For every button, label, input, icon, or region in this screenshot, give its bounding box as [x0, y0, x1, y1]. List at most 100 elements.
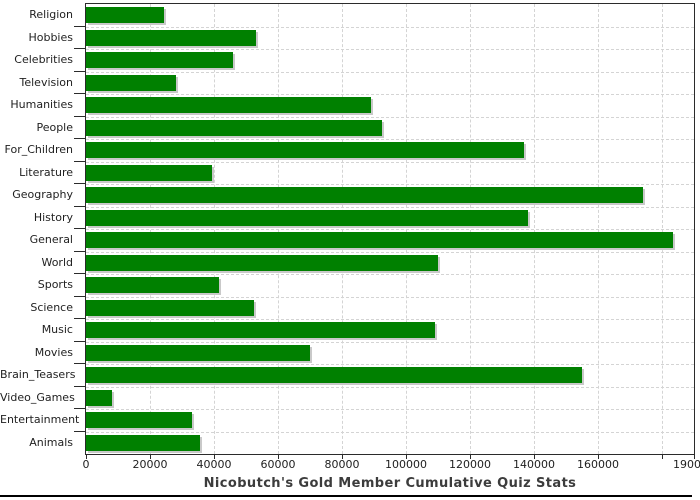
plot-area [85, 3, 695, 455]
horizontal-gridline [86, 184, 694, 185]
bar-television [86, 74, 176, 91]
bar-religion [86, 7, 165, 23]
x-tick-label: 40000 [196, 458, 232, 471]
x-axis-tick [694, 454, 695, 459]
horizontal-gridline [86, 409, 694, 410]
category-label: Television [19, 75, 74, 89]
horizontal-gridline [86, 94, 694, 95]
x-tick-label: 80000 [324, 458, 360, 471]
x-axis-tick [598, 454, 599, 459]
category-label: Entertainment [0, 413, 80, 426]
y-axis-labels: Religion Hobbies Celebrities Television Huma… [0, 3, 79, 453]
horizontal-gridline [86, 26, 694, 28]
bar-world [86, 254, 438, 271]
horizontal-gridline [86, 319, 694, 320]
x-axis-tick [406, 454, 407, 459]
y-axis-tick [74, 250, 85, 252]
y-axis-tick [74, 363, 85, 364]
category-label: Music [41, 323, 73, 336]
bar-science [86, 299, 254, 316]
y-axis-tick [74, 70, 85, 72]
y-axis-tick [74, 340, 85, 342]
y-axis-tick [74, 205, 85, 207]
y-axis-tick [74, 273, 85, 274]
horizontal-gridline [86, 116, 694, 118]
y-axis-tick [74, 25, 85, 27]
horizontal-gridline [86, 49, 694, 50]
horizontal-gridline [86, 364, 694, 365]
y-axis-tick [74, 183, 85, 184]
y-axis-tick [74, 295, 85, 297]
horizontal-gridline [86, 274, 694, 275]
category-label: For_Children [4, 143, 73, 156]
category-label: Religion [29, 8, 73, 21]
bar-humanities [86, 97, 371, 113]
x-axis-tick [278, 454, 279, 459]
horizontal-gridline [86, 206, 694, 208]
category-label: Video_Games [0, 390, 75, 404]
y-axis-tick [74, 115, 85, 117]
frame-bottom-line [0, 495, 692, 497]
chart-title: Nicobutch's Gold Member Cumulative Quiz … [203, 476, 577, 491]
x-tick-label: 20000 [132, 458, 168, 471]
bar-music [86, 322, 435, 338]
y-axis-tick [74, 408, 85, 409]
horizontal-gridline [86, 386, 694, 388]
category-label: Sports [37, 278, 73, 291]
x-tick-label: 60000 [260, 458, 296, 471]
category-label: Humanities [10, 98, 73, 111]
category-label: Movies [34, 345, 73, 359]
x-axis-tick [342, 454, 343, 459]
category-label: Celebrities [14, 53, 73, 66]
horizontal-gridline [86, 71, 694, 73]
bar-brain_teasers [86, 367, 582, 383]
x-axis-tick [470, 454, 471, 459]
category-label: Hobbies [28, 30, 73, 44]
bar-geography [86, 187, 643, 203]
y-axis-tick [74, 228, 85, 229]
bar-sports [86, 277, 219, 293]
bar-general [86, 232, 674, 248]
x-tick-label: 140000 [513, 458, 555, 471]
category-label: Animals [29, 435, 73, 449]
y-axis-tick [74, 430, 85, 432]
x-tick-label: 120000 [449, 458, 491, 471]
category-label: Geography [12, 188, 73, 201]
x-tick-label: 100000 [385, 458, 427, 471]
x-tick-label: 160000 [577, 458, 619, 471]
category-label: Science [30, 300, 73, 314]
bar-literature [86, 164, 213, 181]
x-axis-tick [86, 454, 87, 459]
category-label: History [33, 210, 73, 224]
x-axis-tick [662, 454, 663, 459]
bar-entertainment [86, 412, 192, 428]
x-tick-label: 0 [82, 458, 90, 471]
bar-hobbies [86, 29, 256, 46]
category-label: World [41, 255, 73, 269]
category-label: General [29, 233, 73, 246]
horizontal-gridline [86, 431, 694, 433]
bar-history [86, 209, 528, 226]
bar-people [86, 119, 382, 136]
horizontal-gridline [86, 296, 694, 298]
y-axis-tick [74, 48, 85, 49]
x-tick-label: 190000 [673, 458, 700, 471]
category-label: People [36, 120, 73, 134]
bar-for_children [86, 142, 525, 158]
horizontal-gridline [86, 229, 694, 230]
y-axis-tick [74, 160, 85, 162]
y-axis-tick [74, 385, 85, 387]
x-axis-tick [534, 454, 535, 459]
x-axis-tick [214, 454, 215, 459]
horizontal-gridline [86, 341, 694, 343]
bar-celebrities [86, 52, 234, 68]
category-label: Literature [19, 165, 73, 179]
bar-video_games [86, 389, 113, 406]
horizontal-gridline [86, 251, 694, 253]
y-axis-tick [74, 93, 85, 94]
y-axis-tick [74, 318, 85, 319]
horizontal-gridline [86, 139, 694, 140]
y-axis-tick [74, 138, 85, 139]
horizontal-gridline [86, 161, 694, 163]
